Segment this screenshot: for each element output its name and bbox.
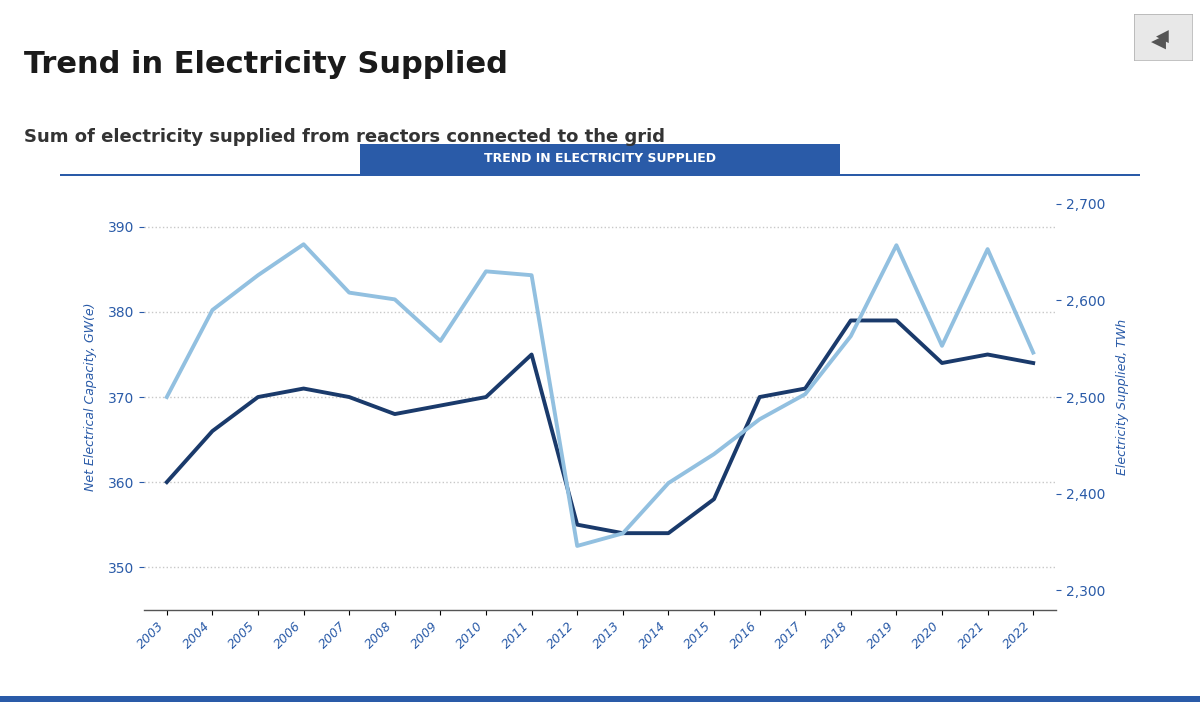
Y-axis label: Electricity Supplied, TWh: Electricity Supplied, TWh — [1116, 319, 1129, 475]
Y-axis label: Net Electrical Capacity, GW(e): Net Electrical Capacity, GW(e) — [84, 303, 97, 491]
Text: TREND IN ELECTRICITY SUPPLIED: TREND IN ELECTRICITY SUPPLIED — [484, 152, 716, 165]
Text: Sum of electricity supplied from reactors connected to the grid: Sum of electricity supplied from reactor… — [24, 128, 665, 145]
Text: ◀: ◀ — [1151, 32, 1165, 51]
Text: Trend in Electricity Supplied: Trend in Electricity Supplied — [24, 50, 508, 79]
Text: ◀: ◀ — [1157, 28, 1169, 46]
